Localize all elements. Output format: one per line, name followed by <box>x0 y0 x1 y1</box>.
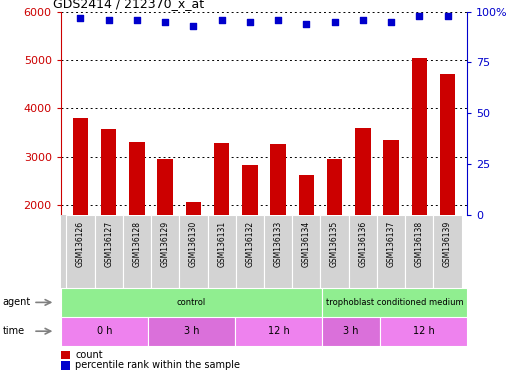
Text: GSM136133: GSM136133 <box>274 221 282 267</box>
Bar <box>440 74 455 302</box>
Bar <box>236 215 264 288</box>
Text: trophoblast conditioned medium: trophoblast conditioned medium <box>326 298 464 307</box>
Point <box>444 13 452 19</box>
Bar <box>61 361 70 369</box>
Point <box>246 18 254 25</box>
Text: percentile rank within the sample: percentile rank within the sample <box>76 361 240 371</box>
Bar <box>61 317 148 346</box>
Text: 12 h: 12 h <box>268 326 289 336</box>
Text: GSM136132: GSM136132 <box>246 221 254 267</box>
Bar <box>148 317 235 346</box>
Point <box>331 18 339 25</box>
Bar <box>67 215 95 288</box>
Bar <box>264 215 292 288</box>
Bar <box>348 215 377 288</box>
Point <box>359 17 367 23</box>
Point <box>161 18 169 25</box>
Bar <box>235 317 322 346</box>
Bar <box>322 288 467 317</box>
Bar <box>95 215 123 288</box>
Point <box>133 17 141 23</box>
Text: GSM136137: GSM136137 <box>386 221 395 267</box>
Bar <box>299 175 314 302</box>
Text: 0 h: 0 h <box>97 326 112 336</box>
Text: GSM136129: GSM136129 <box>161 221 169 267</box>
Text: GSM136138: GSM136138 <box>415 221 424 267</box>
Text: control: control <box>177 298 206 307</box>
Bar <box>101 129 117 302</box>
Bar <box>270 144 286 302</box>
Text: GSM136131: GSM136131 <box>217 221 226 267</box>
Text: GSM136136: GSM136136 <box>359 221 367 267</box>
Text: GSM136126: GSM136126 <box>76 221 85 267</box>
Point <box>189 23 197 29</box>
Text: GSM136130: GSM136130 <box>189 221 198 267</box>
Point <box>105 17 113 23</box>
Bar <box>383 141 399 302</box>
Bar <box>180 215 208 288</box>
Bar <box>157 159 173 302</box>
Text: GSM136128: GSM136128 <box>133 221 142 267</box>
Text: 3 h: 3 h <box>343 326 359 336</box>
Text: GDS2414 / 212370_x_at: GDS2414 / 212370_x_at <box>53 0 204 10</box>
Text: GSM136127: GSM136127 <box>104 221 113 267</box>
Bar <box>61 351 70 359</box>
Bar <box>320 215 348 288</box>
Bar <box>151 215 180 288</box>
Point <box>387 18 395 25</box>
Bar <box>433 215 461 288</box>
Bar <box>186 202 201 302</box>
Point <box>415 13 423 19</box>
Text: count: count <box>76 350 103 360</box>
Bar <box>405 215 433 288</box>
Bar <box>292 215 320 288</box>
Bar <box>322 317 380 346</box>
Bar <box>214 143 229 302</box>
Text: GSM136139: GSM136139 <box>443 221 452 267</box>
Bar <box>61 288 322 317</box>
Bar <box>208 215 236 288</box>
Bar <box>377 215 405 288</box>
Point <box>76 15 84 21</box>
Bar <box>411 58 427 302</box>
Point <box>274 17 282 23</box>
Bar <box>73 118 88 302</box>
Bar <box>355 128 371 302</box>
Point <box>302 21 310 27</box>
Bar <box>327 159 342 302</box>
Bar <box>123 215 151 288</box>
Text: GSM136134: GSM136134 <box>302 221 311 267</box>
Bar <box>380 317 467 346</box>
Text: agent: agent <box>3 297 31 308</box>
Text: 12 h: 12 h <box>413 326 435 336</box>
Point <box>218 17 226 23</box>
Bar <box>129 142 145 302</box>
Bar <box>242 165 258 302</box>
Text: time: time <box>3 326 25 336</box>
Text: 3 h: 3 h <box>184 326 199 336</box>
Text: GSM136135: GSM136135 <box>330 221 339 267</box>
